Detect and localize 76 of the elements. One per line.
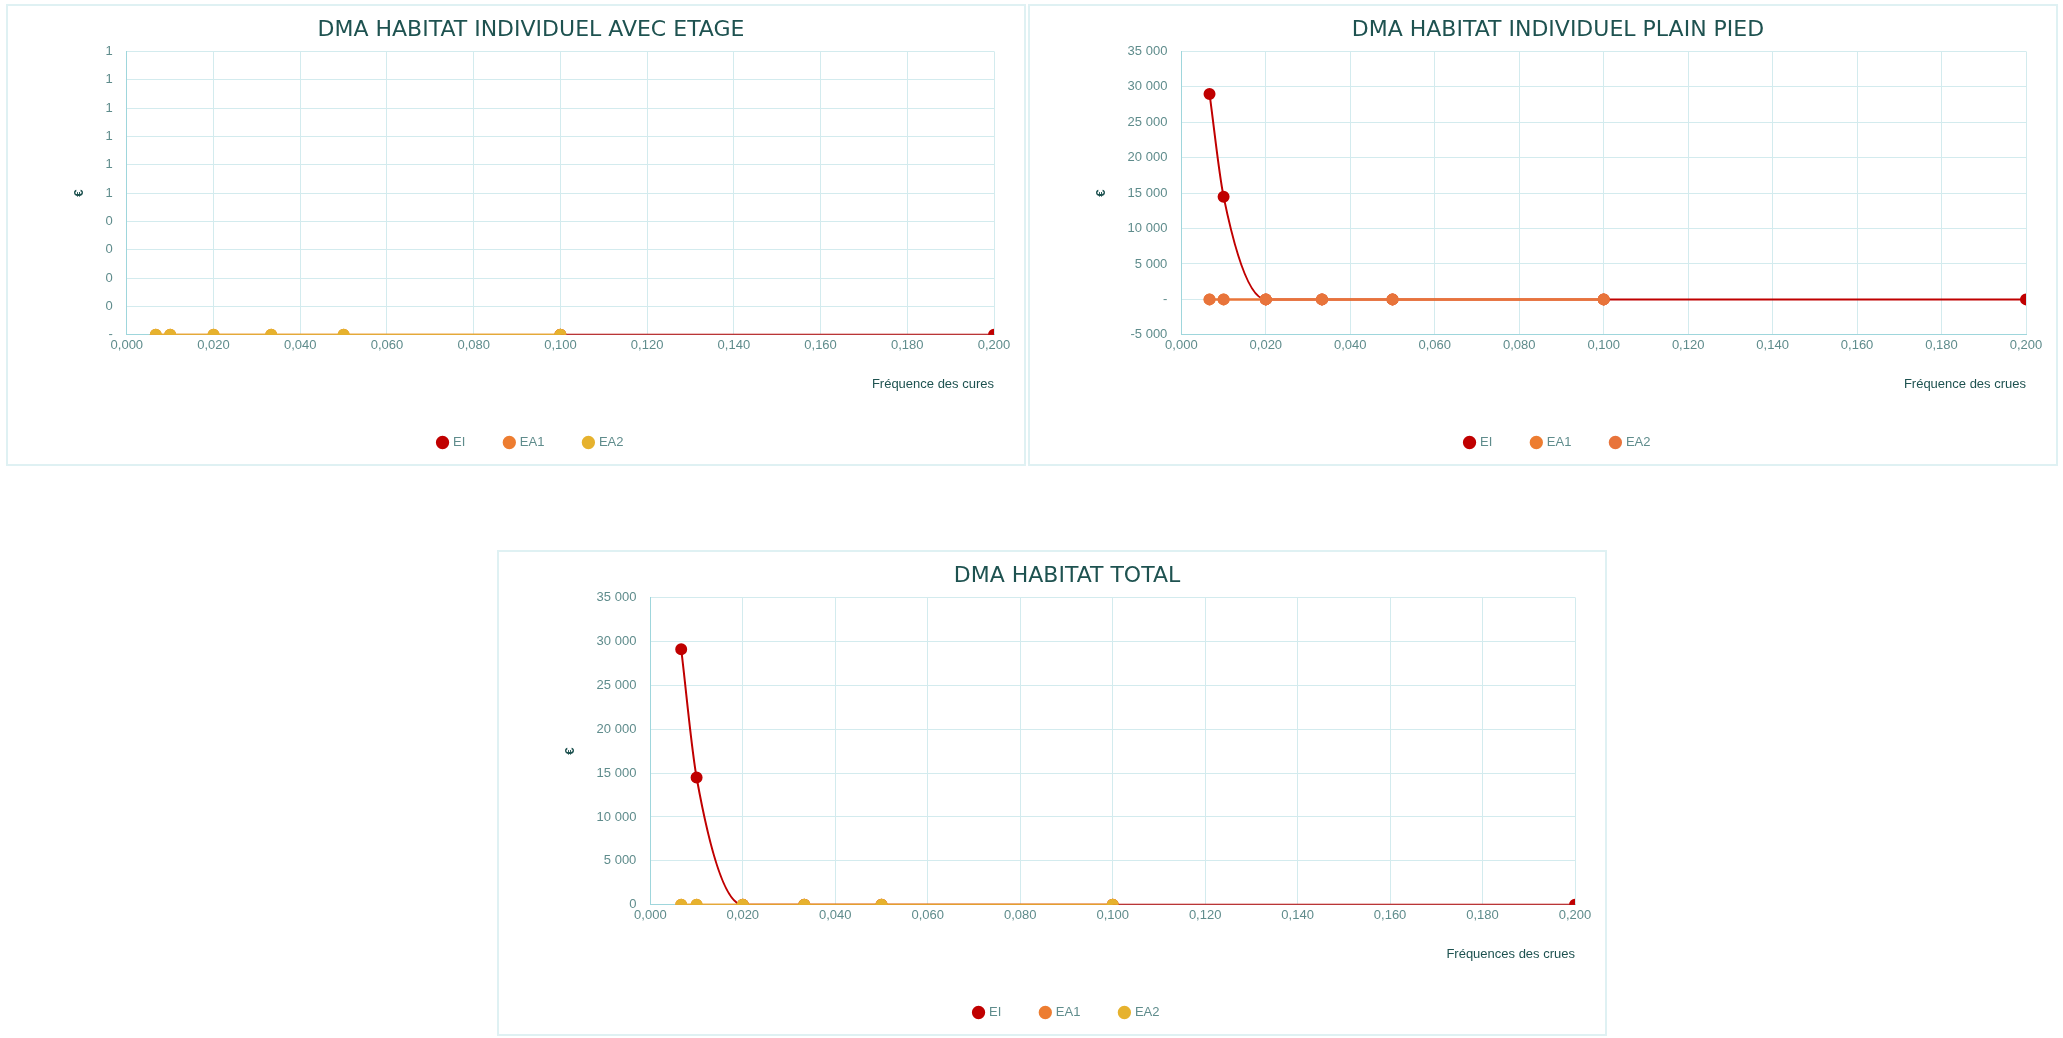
y-tick-label: 1 (105, 99, 113, 115)
legend-label: EA1 (1055, 1004, 1081, 1020)
x-tick-label: 0,180 (891, 337, 924, 353)
y-tick-label: 20 000 (596, 720, 637, 736)
x-tick-label: 0,060 (370, 337, 404, 353)
x-tick-label: 0,180 (1925, 337, 1958, 353)
legend-label: EA2 (598, 434, 624, 450)
legend-label: EI (1480, 434, 1493, 450)
x-tick-label: 0,000 (110, 337, 144, 353)
x-tick-label: 0,000 (634, 907, 667, 923)
x-tick-label: 0,120 (1671, 337, 1705, 353)
x-tick-label: 0,020 (1249, 337, 1283, 353)
y-tick-label: 0 (105, 269, 113, 285)
y-tick-label: 0 (105, 298, 113, 314)
y-tick-label: 25 000 (1127, 113, 1168, 129)
x-tick-label: 0,200 (1558, 907, 1592, 923)
x-tick-label: 0,040 (1334, 337, 1367, 353)
x-tick-label: 0,080 (457, 337, 490, 353)
legend-label: EI (989, 1004, 1002, 1020)
y-axis-title: € (71, 189, 87, 197)
y-tick-label: 20 000 (1127, 149, 1168, 165)
y-tick-label: 35 000 (596, 588, 637, 604)
legend-label: EI (453, 434, 466, 450)
y-tick-label: 1 (105, 42, 113, 58)
y-tick-label: 0 (105, 241, 113, 257)
chart-title: DMA HABITAT INDIVIDUEL PLAIN PIED (1351, 15, 1765, 41)
y-tick-label: 0 (105, 213, 113, 229)
y-axis-title: € (1093, 189, 1109, 197)
y-tick-label: 1 (105, 128, 113, 143)
x-tick-label: 0,020 (726, 907, 760, 923)
x-tick-label: 0,100 (1587, 337, 1620, 353)
x-axis-title: Fréquences des crues (1446, 945, 1576, 961)
x-tick-label: 0,200 (2009, 337, 2043, 353)
x-tick-label: 0,200 (977, 337, 1011, 353)
x-tick-label: 0,180 (1466, 907, 1499, 923)
y-tick-label: 30 000 (596, 632, 637, 648)
y-tick-label: 15 000 (1127, 184, 1168, 200)
x-tick-label: 0,080 (1502, 337, 1536, 353)
x-tick-label: 0,060 (911, 907, 945, 923)
x-tick-label: 0,100 (1096, 907, 1129, 923)
x-tick-label: 0,040 (819, 907, 852, 923)
chart-title: DMA HABITAT TOTAL (953, 561, 1181, 587)
x-axis-title: Fréquence des crues (1903, 375, 2027, 391)
y-tick-label: 15 000 (596, 764, 637, 780)
y-tick-label: - (1163, 290, 1168, 306)
x-tick-label: 0,080 (1003, 907, 1037, 923)
y-tick-label: 1 (105, 184, 113, 200)
x-tick-label: 0,040 (283, 337, 317, 353)
y-tick-label: 1 (105, 71, 113, 87)
x-tick-label: 0,120 (630, 337, 664, 353)
x-axis-title: Fréquence des cures (871, 375, 995, 391)
y-axis-title: € (562, 747, 578, 755)
chart-title: DMA HABITAT INDIVIDUEL AVEC ETAGE (317, 15, 745, 41)
x-tick-label: 0,140 (717, 337, 751, 353)
legend-label: EA1 (1546, 434, 1572, 450)
y-tick-label: 1 (105, 156, 113, 172)
y-tick-label: 10 000 (1127, 220, 1168, 236)
x-tick-label: 0,140 (1281, 907, 1314, 923)
x-tick-label: 0,100 (544, 337, 577, 353)
legend-label: EA1 (519, 434, 545, 450)
legend-label: EA2 (1625, 434, 1651, 450)
x-tick-label: 0,160 (1840, 337, 1874, 353)
x-tick-label: 0,020 (197, 337, 230, 353)
x-tick-label: 0,060 (1418, 337, 1452, 353)
y-tick-label: 5 000 (1134, 255, 1168, 271)
x-tick-label: 0,160 (1373, 907, 1407, 923)
x-tick-label: 0,120 (1188, 907, 1222, 923)
y-tick-label: 35 000 (1127, 42, 1168, 58)
x-tick-label: 0,160 (804, 337, 837, 353)
legend-label: EA2 (1134, 1004, 1160, 1020)
y-tick-label: 30 000 (1127, 78, 1168, 94)
x-tick-label: 0,140 (1756, 337, 1789, 353)
x-tick-label: 0,000 (1165, 337, 1198, 353)
y-tick-label: 25 000 (596, 676, 637, 692)
y-tick-label: 10 000 (596, 808, 637, 824)
y-tick-label: 5 000 (603, 852, 637, 868)
